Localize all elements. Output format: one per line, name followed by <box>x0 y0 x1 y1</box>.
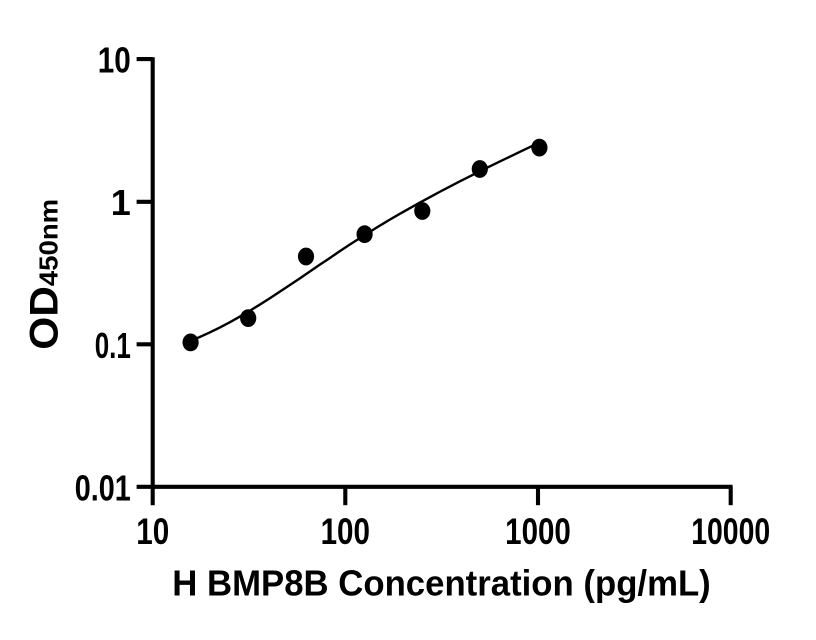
svg-text:10000: 10000 <box>691 511 770 552</box>
svg-text:10: 10 <box>136 511 169 552</box>
svg-text:0.1: 0.1 <box>95 325 131 366</box>
svg-text:H BMP8B Concentration (pg/mL): H BMP8B Concentration (pg/mL) <box>172 562 711 603</box>
svg-text:0.01: 0.01 <box>75 468 131 509</box>
svg-text:100: 100 <box>321 511 370 552</box>
svg-text:10: 10 <box>98 39 131 80</box>
svg-text:1000: 1000 <box>505 511 571 552</box>
svg-text:1: 1 <box>111 182 131 223</box>
